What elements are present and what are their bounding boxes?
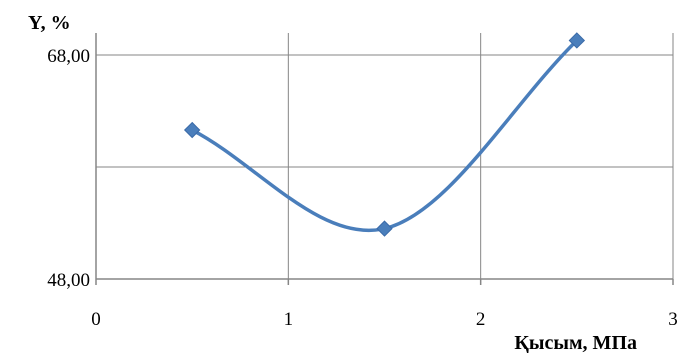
y-axis-title: Y, % (28, 12, 71, 34)
y-tick-label: 68,00 (47, 46, 90, 67)
series-line (190, 38, 579, 233)
data-point-marker (376, 220, 393, 237)
x-axis-title: Қысым, МПа (514, 332, 637, 353)
x-tick-label: 2 (476, 309, 486, 330)
x-tick-label: 1 (284, 309, 294, 330)
x-tick-label: 0 (91, 309, 101, 330)
series-group (183, 32, 586, 237)
grid-lines (96, 33, 674, 280)
y-tick-label: 48,00 (47, 270, 90, 291)
axes (95, 33, 674, 285)
data-point-marker (568, 32, 586, 49)
x-tick-label: 3 (668, 309, 678, 330)
data-point-marker (183, 121, 201, 139)
